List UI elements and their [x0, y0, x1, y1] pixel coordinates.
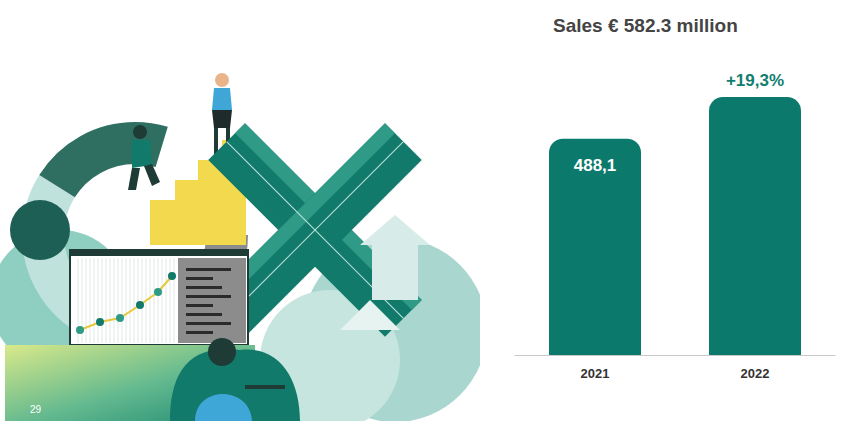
svg-text:Sales € 582.3 million: Sales € 582.3 million [553, 15, 738, 36]
svg-text:+19,3%: +19,3% [726, 71, 784, 90]
svg-text:488,1: 488,1 [574, 156, 617, 175]
svg-text:29: 29 [30, 404, 42, 415]
svg-text:2022: 2022 [741, 366, 770, 381]
svg-text:2021: 2021 [581, 366, 610, 381]
